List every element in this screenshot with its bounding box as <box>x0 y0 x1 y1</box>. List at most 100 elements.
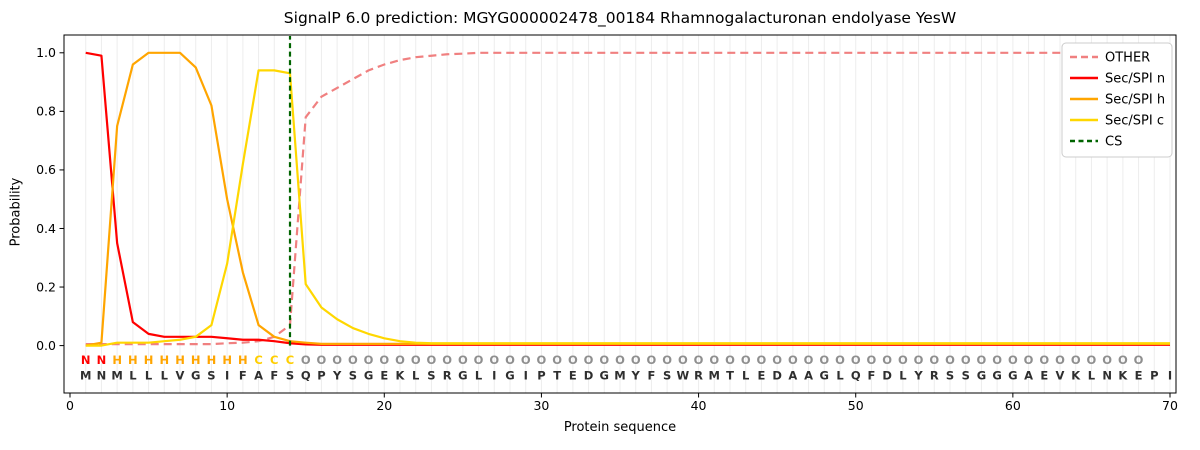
y-tick-label: 0.4 <box>36 221 56 236</box>
region-label: O <box>662 353 672 367</box>
region-label: O <box>914 353 924 367</box>
residue-letter: L <box>742 369 750 383</box>
residue-letter: I <box>1168 369 1172 383</box>
x-tick-label: 70 <box>1162 398 1178 413</box>
residue-letter: R <box>930 369 939 383</box>
residue-letter: G <box>820 369 829 383</box>
region-label: O <box>1118 353 1128 367</box>
region-label: O <box>819 353 829 367</box>
legend-label: Sec/SPI h <box>1105 93 1165 108</box>
residue-letter: I <box>524 369 528 383</box>
region-label: C <box>270 353 278 367</box>
residue-letter: L <box>412 369 420 383</box>
residue-letter: P <box>537 369 545 383</box>
legend: OTHER Sec/SPI n Sec/SPI h Sec/SPI c CS <box>1061 42 1173 158</box>
region-label: H <box>222 353 232 367</box>
y-axis-label: Probability <box>8 177 24 247</box>
residue-letter: A <box>1024 369 1033 383</box>
residue-letter: M <box>614 369 625 383</box>
region-label: H <box>159 353 169 367</box>
residue-letter: L <box>899 369 907 383</box>
residue-letter: G <box>364 369 373 383</box>
region-label: H <box>238 353 248 367</box>
residue-letter: K <box>396 369 406 383</box>
region-label: O <box>332 353 342 367</box>
residue-letter: R <box>443 369 452 383</box>
region-label: O <box>568 353 578 367</box>
residue-letter: P <box>1150 369 1158 383</box>
region-label: H <box>191 353 201 367</box>
residue-letter: F <box>867 369 875 383</box>
region-label: O <box>851 353 861 367</box>
residue-letter: G <box>1008 369 1017 383</box>
residue-letter: Y <box>332 369 342 383</box>
region-label: O <box>992 353 1002 367</box>
region-label: O <box>489 353 499 367</box>
residue-letter: S <box>286 369 294 383</box>
chart-title: SignalP 6.0 prediction: MGYG000002478_00… <box>283 9 957 27</box>
region-label: O <box>1102 353 1112 367</box>
residue-letter: Q <box>851 369 861 383</box>
region-label: O <box>1024 353 1034 367</box>
region-label: O <box>552 353 562 367</box>
legend-label: CS <box>1105 135 1122 150</box>
region-label: O <box>835 353 845 367</box>
region-label: H <box>207 353 217 367</box>
region-label: O <box>898 353 908 367</box>
residue-letter: V <box>176 369 185 383</box>
x-tick-label: 0 <box>66 398 74 413</box>
region-label: O <box>945 353 955 367</box>
region-label: O <box>364 353 374 367</box>
region-label: O <box>599 353 609 367</box>
y-tick-label: 0.2 <box>36 279 56 294</box>
residue-letter: G <box>992 369 1001 383</box>
region-label: O <box>301 353 311 367</box>
residue-letter: S <box>663 369 671 383</box>
series-sec-spi-c <box>85 69 1170 347</box>
residue-letter: E <box>757 369 765 383</box>
residue-letter: G <box>600 369 609 383</box>
residue-letter: Q <box>301 369 311 383</box>
region-label: O <box>1008 353 1018 367</box>
residue-letter: E <box>569 369 577 383</box>
residue-letter: M <box>80 369 91 383</box>
residue-letter: K <box>1071 369 1081 383</box>
residue-letter: V <box>1056 369 1065 383</box>
residue-letter: M <box>709 369 720 383</box>
residue-letter: T <box>726 369 734 383</box>
sequence-rows: NMNNHMHLHLHLHVHGHSHIHFCACFCSOQOPOYOSOGOE… <box>80 353 1172 383</box>
residue-letter: L <box>475 369 483 383</box>
residue-letter: S <box>349 369 357 383</box>
region-label: O <box>867 353 877 367</box>
residue-letter: F <box>239 369 247 383</box>
gridlines <box>85 35 1171 393</box>
residue-letter: M <box>111 369 122 383</box>
region-label: O <box>757 353 767 367</box>
region-label: O <box>882 353 892 367</box>
residue-letter: R <box>694 369 703 383</box>
residue-letter: L <box>161 369 169 383</box>
residue-letter: E <box>1135 369 1143 383</box>
region-label: O <box>788 353 798 367</box>
region-label: O <box>615 353 625 367</box>
residue-letter: F <box>270 369 278 383</box>
region-label: O <box>804 353 814 367</box>
residue-letter: G <box>458 369 467 383</box>
region-label: C <box>286 353 294 367</box>
region-label: O <box>977 353 987 367</box>
legend-label: OTHER <box>1105 51 1150 66</box>
legend-label: Sec/SPI c <box>1105 114 1164 129</box>
residue-letter: L <box>836 369 844 383</box>
residue-letter: G <box>505 369 514 383</box>
plot-border <box>63 34 1177 394</box>
residue-letter: N <box>97 369 107 383</box>
region-label: N <box>81 353 91 367</box>
region-label: O <box>442 353 452 367</box>
x-tick-label: 10 <box>219 398 235 413</box>
residue-letter: A <box>804 369 813 383</box>
region-label: O <box>1087 353 1097 367</box>
region-label: O <box>709 353 719 367</box>
region-label: O <box>725 353 735 367</box>
region-label: O <box>474 353 484 367</box>
x-tick-label: 40 <box>691 398 707 413</box>
